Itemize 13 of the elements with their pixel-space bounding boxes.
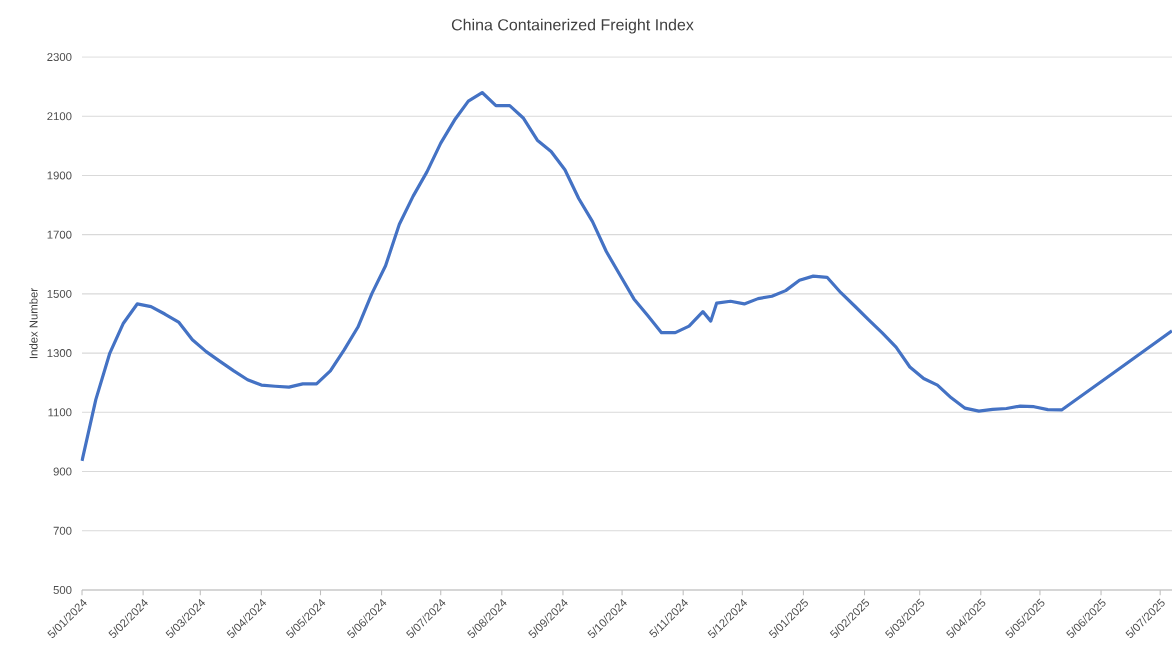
y-tick-label: 1700 (47, 230, 72, 239)
y-tick-label: 1900 (47, 171, 72, 180)
y-tick-label: 2300 (47, 52, 72, 61)
line-series (80, 90, 1172, 463)
y-tick-label: 1500 (47, 289, 72, 298)
y-axis-title: Index Number (29, 288, 38, 359)
y-tick-label: 700 (53, 526, 72, 535)
y-tick-label: 2100 (47, 112, 72, 121)
y-tick-label: 900 (53, 467, 72, 476)
chart-title: China Containerized Freight Index (451, 18, 694, 34)
y-tick-label: 1300 (47, 349, 72, 358)
y-tick-label: 1100 (48, 408, 72, 417)
y-tick-label: 500 (53, 585, 72, 594)
